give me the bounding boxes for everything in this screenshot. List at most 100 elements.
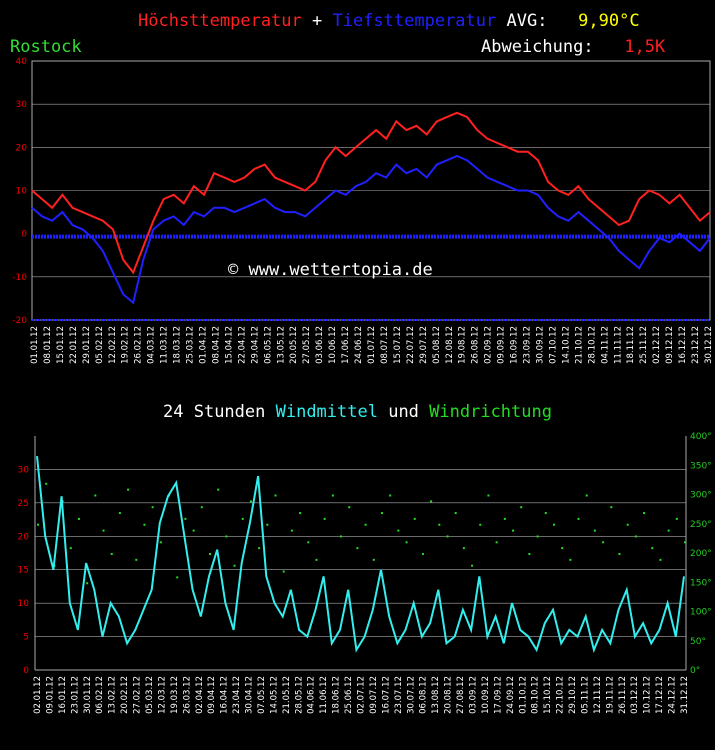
temp-xtick-label: 08.07.12 bbox=[380, 326, 390, 364]
wind-direction-point bbox=[569, 558, 572, 561]
wind-right-tick-label: 100° bbox=[690, 608, 712, 618]
wind-title-conj: und bbox=[377, 402, 430, 422]
deviation-line: Abweichung: 1,5K bbox=[481, 37, 665, 57]
deviation-value: 1,5K bbox=[624, 37, 666, 57]
wind-direction-point bbox=[299, 512, 302, 515]
wind-xtick-label: 19.03.12 bbox=[170, 676, 180, 714]
temp-xtick-label: 10.06.12 bbox=[328, 326, 338, 364]
wind-xtick-label: 31.12.12 bbox=[680, 676, 690, 714]
temp-xtick-label: 30.12.12 bbox=[704, 326, 714, 364]
temp-xtick-label: 05.08.12 bbox=[432, 326, 442, 364]
wind-left-tick-label: 0 bbox=[23, 666, 29, 676]
temp-xtick-label: 15.04.12 bbox=[224, 326, 234, 364]
wind-direction-point bbox=[127, 488, 130, 491]
wind-xtick-label: 23.01.12 bbox=[70, 676, 80, 714]
wind-xtick-label: 03.12.12 bbox=[630, 676, 640, 714]
wind-direction-point bbox=[266, 523, 269, 526]
temp-xtick-label: 08.01.12 bbox=[43, 326, 53, 364]
temp-xtick-label: 22.01.12 bbox=[69, 326, 79, 364]
wind-xtick-label: 26.03.12 bbox=[182, 676, 192, 714]
wind-direction-point bbox=[258, 547, 261, 550]
temp-xtick-label: 09.09.12 bbox=[497, 326, 507, 364]
wind-xtick-label: 01.10.12 bbox=[518, 676, 528, 714]
wind-direction-point bbox=[282, 570, 285, 573]
temp-ytick-label: 40 bbox=[16, 57, 28, 67]
max-temp-label: Höchsttemperatur bbox=[138, 11, 302, 31]
wind-left-tick-label: 25 bbox=[18, 499, 29, 509]
wind-direction-point bbox=[585, 494, 588, 497]
wind-direction-point bbox=[86, 582, 89, 585]
wind-xtick-label: 19.11.12 bbox=[605, 676, 615, 714]
temp-xtick-label: 20.05.12 bbox=[289, 326, 299, 364]
temp-xtick-label: 02.12.12 bbox=[652, 326, 662, 364]
temp-xtick-label: 15.01.12 bbox=[56, 326, 66, 364]
wind-left-tick-label: 20 bbox=[18, 532, 30, 542]
temp-xtick-label: 24.06.12 bbox=[354, 326, 364, 364]
wind-direction-point bbox=[454, 512, 457, 515]
temp-xtick-label: 14.10.12 bbox=[561, 326, 571, 364]
wind-direction-point bbox=[438, 523, 441, 526]
avg-label: AVG: bbox=[496, 11, 548, 31]
wind-xtick-label: 16.01.12 bbox=[58, 676, 68, 714]
wind-direction-point bbox=[544, 512, 547, 515]
temp-xtick-label: 04.03.12 bbox=[147, 326, 157, 364]
temp-xtick-label: 04.11.12 bbox=[600, 326, 610, 364]
wind-mean-label: Windmittel bbox=[275, 402, 378, 422]
wind-direction-point bbox=[512, 529, 515, 532]
wind-xtick-label: 05.11.12 bbox=[580, 676, 590, 714]
deviation-label: Abweichung: bbox=[481, 37, 594, 57]
temp-xtick-label: 26.02.12 bbox=[134, 326, 144, 364]
wind-title-prefix: 24 Stunden bbox=[163, 402, 276, 422]
wind-direction-point bbox=[151, 506, 154, 509]
wind-direction-point bbox=[290, 529, 293, 532]
wind-direction-point bbox=[634, 535, 637, 538]
wind-xtick-label: 29.10.12 bbox=[568, 676, 578, 714]
wind-direction-point bbox=[184, 517, 187, 520]
wind-xtick-label: 06.08.12 bbox=[419, 676, 429, 714]
station-name: Rostock bbox=[10, 37, 82, 57]
temp-xtick-label: 05.02.12 bbox=[95, 326, 105, 364]
wind-xtick-label: 16.07.12 bbox=[381, 676, 391, 714]
wind-direction-point bbox=[610, 506, 613, 509]
temp-xtick-label: 26.08.12 bbox=[471, 326, 481, 364]
wind-right-tick-label: 300° bbox=[690, 491, 712, 501]
wind-right-tick-label: 250° bbox=[690, 520, 712, 530]
wind-direction-point bbox=[602, 541, 605, 544]
wind-direction-point bbox=[200, 506, 203, 509]
wind-left-tick-label: 10 bbox=[18, 599, 30, 609]
wind-direction-point bbox=[241, 517, 244, 520]
wind-direction-point bbox=[249, 500, 252, 503]
min-temp-label: Tiefsttemperatur bbox=[332, 11, 497, 31]
wind-xtick-label: 11.06.12 bbox=[319, 676, 329, 714]
wind-direction-point bbox=[520, 506, 523, 509]
temp-xtick-label: 12.08.12 bbox=[445, 326, 455, 364]
wind-direction-series bbox=[37, 482, 686, 585]
wind-xtick-label: 20.02.12 bbox=[120, 676, 130, 714]
temp-xtick-label: 30.09.12 bbox=[536, 326, 546, 364]
temp-xtick-label: 29.04.12 bbox=[250, 326, 260, 364]
wind-direction-point bbox=[397, 529, 400, 532]
temp-xtick-label: 06.05.12 bbox=[263, 326, 273, 364]
wind-direction-point bbox=[421, 553, 424, 555]
temp-xtick-label: 13.05.12 bbox=[276, 326, 286, 364]
wind-xtick-label: 08.10.12 bbox=[531, 676, 541, 714]
wind-direction-point bbox=[651, 547, 654, 550]
wind-direction-point bbox=[118, 512, 121, 515]
wind-xtick-label: 20.08.12 bbox=[444, 676, 454, 714]
wind-xtick-label: 17.09.12 bbox=[493, 676, 503, 714]
wind-direction-point bbox=[462, 547, 465, 550]
temp-xtick-label: 25.11.12 bbox=[639, 326, 649, 364]
wind-direction-point bbox=[552, 523, 555, 526]
wind-direction-point bbox=[110, 553, 113, 555]
wind-direction-point bbox=[331, 494, 334, 497]
wind-direction-point bbox=[380, 512, 383, 515]
temp-xtick-label: 18.11.12 bbox=[626, 326, 636, 364]
temp-xtick-label: 29.07.12 bbox=[419, 326, 429, 364]
wind-direction-point bbox=[430, 500, 433, 503]
wind-direction-point bbox=[561, 547, 564, 550]
wind-xtick-label: 10.12.12 bbox=[643, 676, 653, 714]
avg-value: 9,90°C bbox=[578, 11, 640, 31]
temp-xtick-label: 28.10.12 bbox=[587, 326, 597, 364]
wind-direction-point bbox=[479, 523, 482, 526]
temp-xtick-label: 03.06.12 bbox=[315, 326, 325, 364]
